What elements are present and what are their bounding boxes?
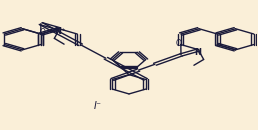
Text: N: N	[194, 48, 201, 57]
Text: I⁻: I⁻	[94, 101, 102, 111]
Text: O: O	[176, 39, 182, 48]
Text: O: O	[40, 28, 46, 37]
Text: N⁺: N⁺	[54, 27, 66, 35]
